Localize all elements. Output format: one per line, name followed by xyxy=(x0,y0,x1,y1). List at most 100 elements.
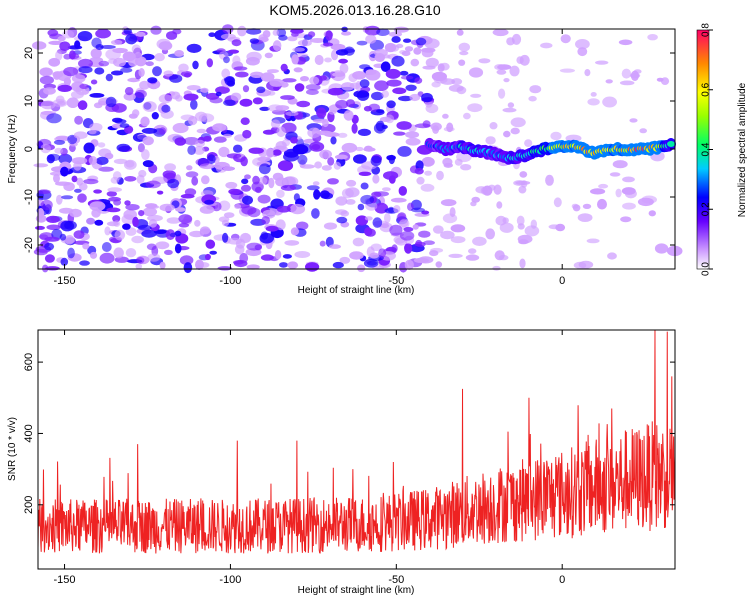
spectrogram-cell xyxy=(345,187,360,198)
spectrogram-cell xyxy=(95,28,111,39)
spectrogram-cell xyxy=(215,91,222,97)
spectrogram-cell xyxy=(364,216,373,221)
spectrogram-cell xyxy=(264,52,273,59)
spectrogram-cell xyxy=(183,262,193,274)
spectrogram-cell xyxy=(400,75,414,80)
spectrogram-cell xyxy=(429,250,439,257)
spectrogram-cell xyxy=(285,111,299,117)
spectrogram-cell xyxy=(142,101,157,112)
spectrogram-cell xyxy=(276,189,285,198)
spectrogram-cell xyxy=(189,230,205,238)
spectrogram-cell xyxy=(346,179,357,187)
spectrogram-cell xyxy=(257,194,271,204)
spectrogram-cell xyxy=(123,28,132,35)
spectrogram-cell xyxy=(650,151,665,162)
spectrogram-cell xyxy=(442,157,453,167)
spectrogram-cell xyxy=(57,35,66,42)
spectrogram-cell xyxy=(69,208,82,218)
spectrogram-cell xyxy=(287,261,299,269)
spectrogram-cell xyxy=(495,215,507,226)
spectrogram-cell xyxy=(359,79,370,88)
spectrogram-cell xyxy=(380,61,391,72)
spectrogram-cell xyxy=(142,207,158,217)
spectrogram-cell xyxy=(364,145,373,152)
spectrogram-cell xyxy=(67,247,75,259)
spectrogram-cell xyxy=(222,232,229,243)
spectrogram-cell xyxy=(140,116,150,127)
spectrogram-cell xyxy=(293,67,303,73)
spectrogram-cell xyxy=(507,102,515,108)
spectrogram-cell xyxy=(292,144,309,155)
spectrogram-cell xyxy=(292,47,305,52)
spectrogram-cell xyxy=(222,133,232,138)
spectrogram-cell xyxy=(358,171,372,176)
spectrogram-cell xyxy=(120,67,133,73)
spectrogram-cell xyxy=(57,84,72,92)
spectrogram-cell xyxy=(237,25,247,37)
colorbar-tick-label: 0.8 xyxy=(701,23,712,37)
spectrogram-cell xyxy=(146,243,157,251)
spectrogram-cell xyxy=(478,58,491,64)
spectrogram-cell xyxy=(275,177,287,187)
spectrogram-cell xyxy=(305,84,321,91)
spectrogram-cell xyxy=(180,193,195,199)
spectrogram-cell xyxy=(306,89,319,95)
spectrogram-cell xyxy=(33,163,49,168)
spectrogram-cell xyxy=(560,34,571,44)
spectrogram-cell xyxy=(258,176,268,185)
spectrogram-cell xyxy=(166,217,181,224)
spectrogram-cell xyxy=(222,166,235,171)
spectrogram-cell xyxy=(637,197,654,207)
spectrogram-cell xyxy=(223,212,235,219)
spectrogram-cell xyxy=(280,95,295,100)
spectrogram-cell xyxy=(63,53,72,60)
spectrogram-cell xyxy=(335,99,349,109)
spectrogram-cell xyxy=(609,172,621,177)
spectrogram-cell xyxy=(159,261,166,270)
spectrogram-cell xyxy=(186,165,193,171)
spectrogram-cell xyxy=(94,67,105,75)
spectrogram-cell xyxy=(267,90,276,96)
spectrogram-cell xyxy=(195,158,210,166)
spectrogram-cell xyxy=(413,47,422,55)
spectrogram-cell xyxy=(472,236,487,246)
spectrogram-cell xyxy=(639,128,647,134)
spectrogram-cell xyxy=(96,156,109,165)
spectrogram-cell xyxy=(77,193,87,203)
y-tick-label: 400 xyxy=(23,424,35,442)
spectrogram-cell xyxy=(147,253,161,262)
spectrogram-cell xyxy=(375,120,385,132)
spectrogram-cell xyxy=(268,177,275,189)
spectrogram-cell xyxy=(510,117,526,128)
spectrogram-cell xyxy=(287,36,298,42)
y-tick-label: 200 xyxy=(23,496,35,514)
spectrogram-cell xyxy=(404,259,414,270)
spectrogram-cell xyxy=(307,127,321,139)
spectrogram-cell xyxy=(390,197,407,203)
spectrogram-cell xyxy=(141,149,150,161)
spectrogram-cell xyxy=(322,42,334,47)
spectrogram-cell xyxy=(435,261,443,268)
spectrogram-cell xyxy=(178,214,193,224)
spectrogram-cell xyxy=(374,80,389,91)
spectrogram-cell xyxy=(135,31,146,37)
spectrogram-cell xyxy=(319,149,332,159)
spectrogram-cell xyxy=(418,256,434,264)
spectrogram-cell xyxy=(572,204,581,212)
spectrogram-cell xyxy=(356,40,368,46)
spectrogram-cell xyxy=(178,222,190,228)
spectrogram-cell xyxy=(389,224,403,236)
spectrogram-cell xyxy=(349,251,364,260)
spectrogram-cell xyxy=(105,73,113,82)
spectrogram-cell xyxy=(86,217,96,225)
spectrogram-cell xyxy=(328,109,337,115)
spectrogram-cell xyxy=(199,205,215,214)
spectrogram-cell xyxy=(290,227,299,236)
spectrogram-cell xyxy=(420,183,435,192)
spectrogram-cell xyxy=(333,161,342,170)
spectrogram-cell xyxy=(246,264,260,270)
spectrogram-cell xyxy=(203,135,212,142)
spectrogram-cell xyxy=(241,178,249,185)
spectrogram-cell xyxy=(648,210,656,217)
spectrogram-cell xyxy=(321,165,332,171)
